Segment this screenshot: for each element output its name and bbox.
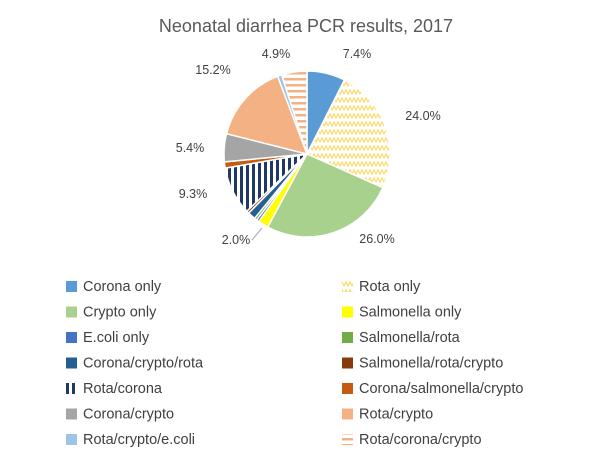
legend-item-corona-only: Corona only xyxy=(66,279,162,295)
pie-slice-rota-crypto xyxy=(225,75,309,156)
legend: Corona only Rota only Crypto only Salmonell… xyxy=(66,279,523,448)
legend-item-salmonella-rota: Salmonella/rota xyxy=(342,330,461,346)
legend-label-corona-crypto-rota: Corona/crypto/rota xyxy=(83,356,204,372)
legend-swatch-corona-only xyxy=(66,281,77,292)
data-label-corona-only: 7.4% xyxy=(343,47,372,61)
legend-swatch-rota-crypto-e-coli xyxy=(66,434,77,445)
data-labels: 7.4% 24.0% 26.0% 2.0% 9.3% 5.4% 15.2% 4.9% xyxy=(176,47,441,247)
legend-label-crypto-only: Crypto only xyxy=(83,305,157,321)
data-label-rota-corona: 9.3% xyxy=(179,187,208,201)
pie-slices xyxy=(223,70,391,238)
legend-label-rota-crypto: Rota/crypto xyxy=(359,407,433,423)
legend-label-salmonella-rota-crypto: Salmonella/rota/crypto xyxy=(359,356,503,372)
leader-lines xyxy=(251,227,263,241)
legend-label-corona-crypto: Corona/crypto xyxy=(83,407,174,423)
legend-swatch-corona-crypto-rota xyxy=(66,357,77,369)
data-label-salmonella-only: 2.0% xyxy=(222,233,251,247)
legend-label-salmonella-only: Salmonella only xyxy=(359,305,462,321)
legend-swatch-corona-crypto xyxy=(66,408,77,420)
data-label-rota-crypto: 15.2% xyxy=(195,63,230,77)
legend-swatch-salmonella-rota xyxy=(342,332,353,343)
legend-item-rota-corona-crypto: Rota/corona/crypto xyxy=(342,432,482,448)
legend-swatch-crypto-only xyxy=(66,306,77,318)
legend-swatch-rota-corona xyxy=(66,383,77,394)
chart-title: Neonatal diarrhea PCR results, 2017 xyxy=(159,16,453,36)
data-label-rota-only: 24.0% xyxy=(405,109,440,123)
legend-swatch-rota-corona-crypto xyxy=(342,434,353,445)
legend-item-salmonella-only: Salmonella only xyxy=(342,305,462,321)
legend-swatch-corona-salmonella-crypto xyxy=(342,383,353,394)
legend-item-corona-crypto: Corona/crypto xyxy=(66,407,174,423)
data-label-corona-crypto: 5.4% xyxy=(176,141,205,155)
legend-label-corona-salmonella-crypto: Corona/salmonella/crypto xyxy=(359,381,523,397)
legend-item-rota-crypto-e-coli: Rota/crypto/e.coli xyxy=(66,432,195,448)
legend-swatch-rota-only xyxy=(342,281,353,292)
legend-label-e-coli-only: E.coli only xyxy=(83,330,150,346)
data-label-crypto-only: 26.0% xyxy=(359,232,394,246)
leader-line-salmonella-only xyxy=(251,227,263,241)
legend-label-rota-crypto-e-coli: Rota/crypto/e.coli xyxy=(83,432,195,448)
legend-item-rota-only: Rota only xyxy=(342,279,421,295)
legend-label-rota-only: Rota only xyxy=(359,279,421,295)
legend-swatch-salmonella-rota-crypto xyxy=(342,357,353,369)
legend-swatch-rota-crypto xyxy=(342,408,353,420)
legend-item-e-coli-only: E.coli only xyxy=(66,330,150,346)
legend-label-rota-corona: Rota/corona xyxy=(83,381,163,397)
legend-swatch-e-coli-only xyxy=(66,332,77,343)
legend-item-corona-crypto-rota: Corona/crypto/rota xyxy=(66,356,204,372)
legend-label-corona-only: Corona only xyxy=(83,279,162,295)
data-label-rota-corona-crypto: 4.9% xyxy=(262,47,291,61)
legend-item-corona-salmonella-crypto: Corona/salmonella/crypto xyxy=(342,381,523,397)
legend-item-rota-crypto: Rota/crypto xyxy=(342,407,433,423)
pie-slice-rota-only xyxy=(305,78,391,189)
legend-label-salmonella-rota: Salmonella/rota xyxy=(359,330,461,346)
legend-item-salmonella-rota-crypto: Salmonella/rota/crypto xyxy=(342,356,503,372)
legend-swatch-salmonella-only xyxy=(342,306,353,318)
legend-item-rota-corona: Rota/corona xyxy=(66,381,163,397)
pie-slice-rota-corona-crypto xyxy=(280,70,308,155)
legend-item-crypto-only: Crypto only xyxy=(66,305,157,321)
legend-label-rota-corona-crypto: Rota/corona/crypto xyxy=(359,432,482,448)
